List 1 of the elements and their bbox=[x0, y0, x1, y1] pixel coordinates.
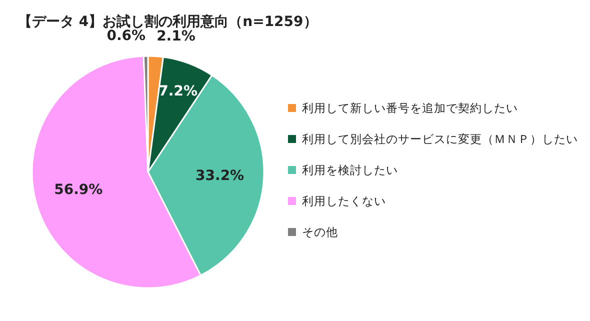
title: 【データ 4】お試し割の利用意向（n=1259） bbox=[18, 14, 318, 30]
